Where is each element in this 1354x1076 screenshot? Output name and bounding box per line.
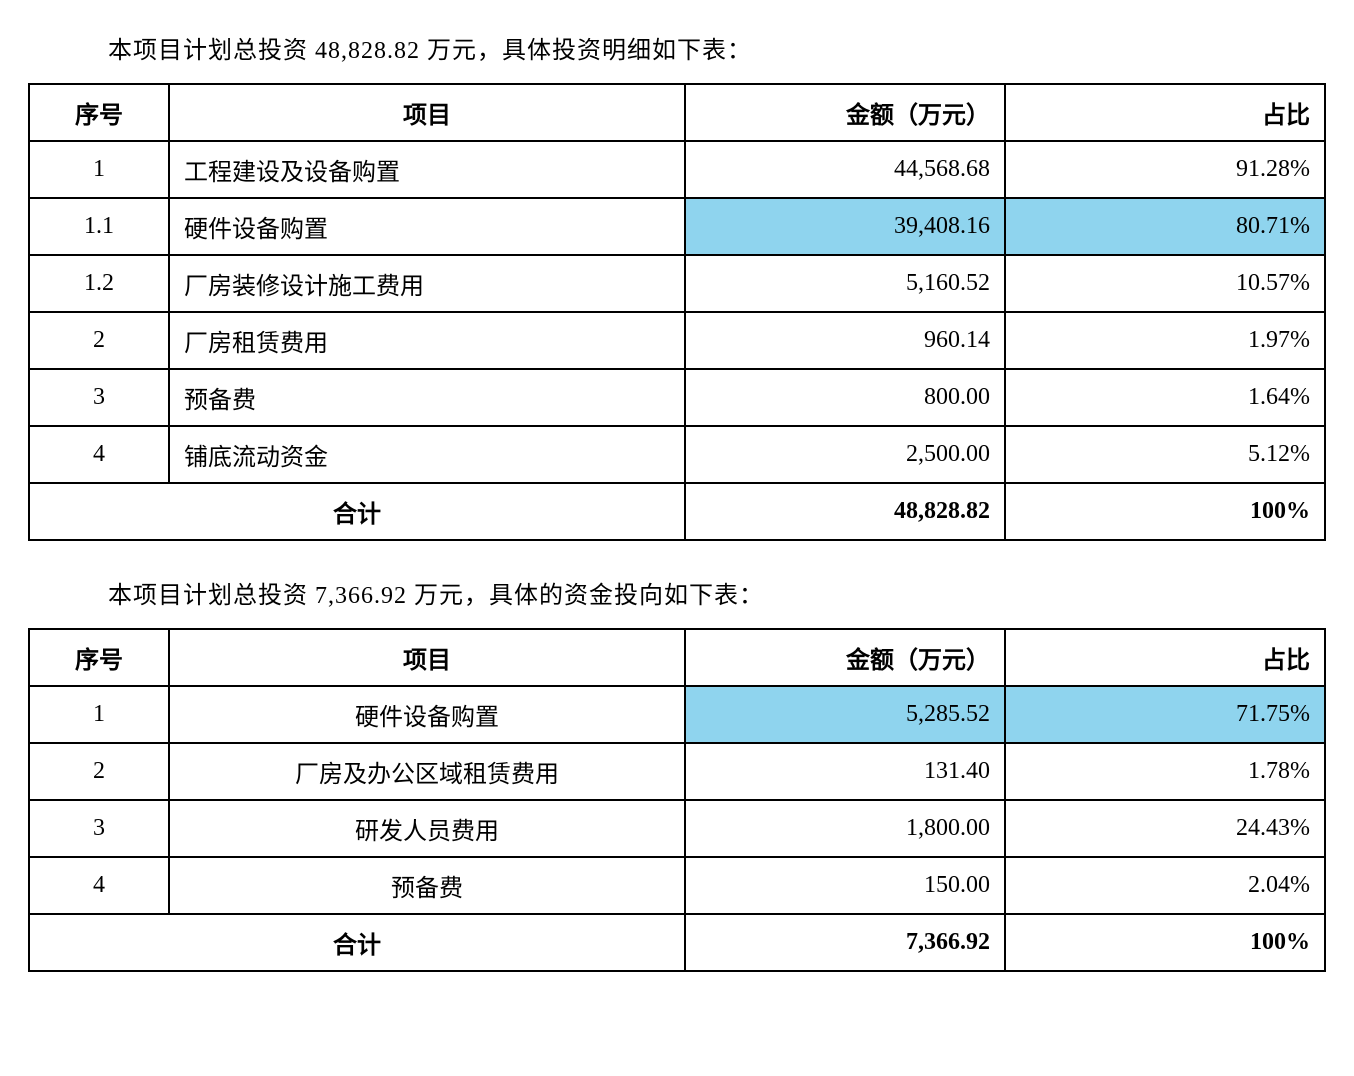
cell-item: 硬件设备购置 — [169, 198, 685, 255]
cell-item: 研发人员费用 — [169, 800, 685, 857]
table-header-row: 序号 项目 金额（万元） 占比 — [29, 84, 1325, 141]
col-header-item: 项目 — [169, 629, 685, 686]
col-header-amount: 金额（万元） — [685, 629, 1005, 686]
table-row: 4 预备费 150.00 2.04% — [29, 857, 1325, 914]
cell-amount: 1,800.00 — [685, 800, 1005, 857]
col-header-pct: 占比 — [1005, 84, 1325, 141]
cell-amount: 131.40 — [685, 743, 1005, 800]
investment-detail-table-1: 序号 项目 金额（万元） 占比 1 工程建设及设备购置 44,568.68 91… — [28, 83, 1326, 541]
cell-amount: 800.00 — [685, 369, 1005, 426]
cell-amount-highlighted: 39,408.16 — [685, 198, 1005, 255]
cell-pct: 1.97% — [1005, 312, 1325, 369]
cell-seq: 4 — [29, 857, 169, 914]
col-header-item: 项目 — [169, 84, 685, 141]
cell-seq: 1.2 — [29, 255, 169, 312]
cell-seq: 1.1 — [29, 198, 169, 255]
table-row: 1.2 厂房装修设计施工费用 5,160.52 10.57% — [29, 255, 1325, 312]
cell-item: 厂房装修设计施工费用 — [169, 255, 685, 312]
cell-seq: 4 — [29, 426, 169, 483]
cell-seq: 3 — [29, 800, 169, 857]
table-row: 1 硬件设备购置 5,285.52 71.75% — [29, 686, 1325, 743]
cell-item: 硬件设备购置 — [169, 686, 685, 743]
table1-caption: 本项目计划总投资 48,828.82 万元，具体投资明细如下表： — [28, 30, 1326, 65]
cell-amount: 5,160.52 — [685, 255, 1005, 312]
total-pct: 100% — [1005, 914, 1325, 971]
table-row: 1 工程建设及设备购置 44,568.68 91.28% — [29, 141, 1325, 198]
table-row: 2 厂房及办公区域租赁费用 131.40 1.78% — [29, 743, 1325, 800]
total-pct: 100% — [1005, 483, 1325, 540]
cell-pct: 10.57% — [1005, 255, 1325, 312]
cell-pct: 91.28% — [1005, 141, 1325, 198]
cell-item: 厂房及办公区域租赁费用 — [169, 743, 685, 800]
total-amount: 7,366.92 — [685, 914, 1005, 971]
col-header-pct: 占比 — [1005, 629, 1325, 686]
table2-caption: 本项目计划总投资 7,366.92 万元，具体的资金投向如下表： — [28, 575, 1326, 610]
investment-detail-table-2: 序号 项目 金额（万元） 占比 1 硬件设备购置 5,285.52 71.75%… — [28, 628, 1326, 972]
cell-item: 预备费 — [169, 369, 685, 426]
cell-seq: 1 — [29, 141, 169, 198]
table-row: 4 铺底流动资金 2,500.00 5.12% — [29, 426, 1325, 483]
col-header-seq: 序号 — [29, 84, 169, 141]
cell-pct: 2.04% — [1005, 857, 1325, 914]
cell-item: 工程建设及设备购置 — [169, 141, 685, 198]
total-amount: 48,828.82 — [685, 483, 1005, 540]
col-header-seq: 序号 — [29, 629, 169, 686]
cell-pct-highlighted: 80.71% — [1005, 198, 1325, 255]
cell-item: 铺底流动资金 — [169, 426, 685, 483]
cell-item: 预备费 — [169, 857, 685, 914]
total-label: 合计 — [29, 914, 685, 971]
cell-item: 厂房租赁费用 — [169, 312, 685, 369]
total-label: 合计 — [29, 483, 685, 540]
table-row: 1.1 硬件设备购置 39,408.16 80.71% — [29, 198, 1325, 255]
table-row: 3 研发人员费用 1,800.00 24.43% — [29, 800, 1325, 857]
table-row: 3 预备费 800.00 1.64% — [29, 369, 1325, 426]
cell-pct: 24.43% — [1005, 800, 1325, 857]
cell-amount: 150.00 — [685, 857, 1005, 914]
cell-seq: 2 — [29, 743, 169, 800]
cell-pct-highlighted: 71.75% — [1005, 686, 1325, 743]
cell-amount: 960.14 — [685, 312, 1005, 369]
cell-amount: 2,500.00 — [685, 426, 1005, 483]
cell-seq: 1 — [29, 686, 169, 743]
table-header-row: 序号 项目 金额（万元） 占比 — [29, 629, 1325, 686]
table-total-row: 合计 7,366.92 100% — [29, 914, 1325, 971]
cell-seq: 3 — [29, 369, 169, 426]
col-header-amount: 金额（万元） — [685, 84, 1005, 141]
table-row: 2 厂房租赁费用 960.14 1.97% — [29, 312, 1325, 369]
cell-amount: 44,568.68 — [685, 141, 1005, 198]
cell-seq: 2 — [29, 312, 169, 369]
cell-pct: 1.64% — [1005, 369, 1325, 426]
cell-pct: 1.78% — [1005, 743, 1325, 800]
table-total-row: 合计 48,828.82 100% — [29, 483, 1325, 540]
cell-pct: 5.12% — [1005, 426, 1325, 483]
cell-amount-highlighted: 5,285.52 — [685, 686, 1005, 743]
